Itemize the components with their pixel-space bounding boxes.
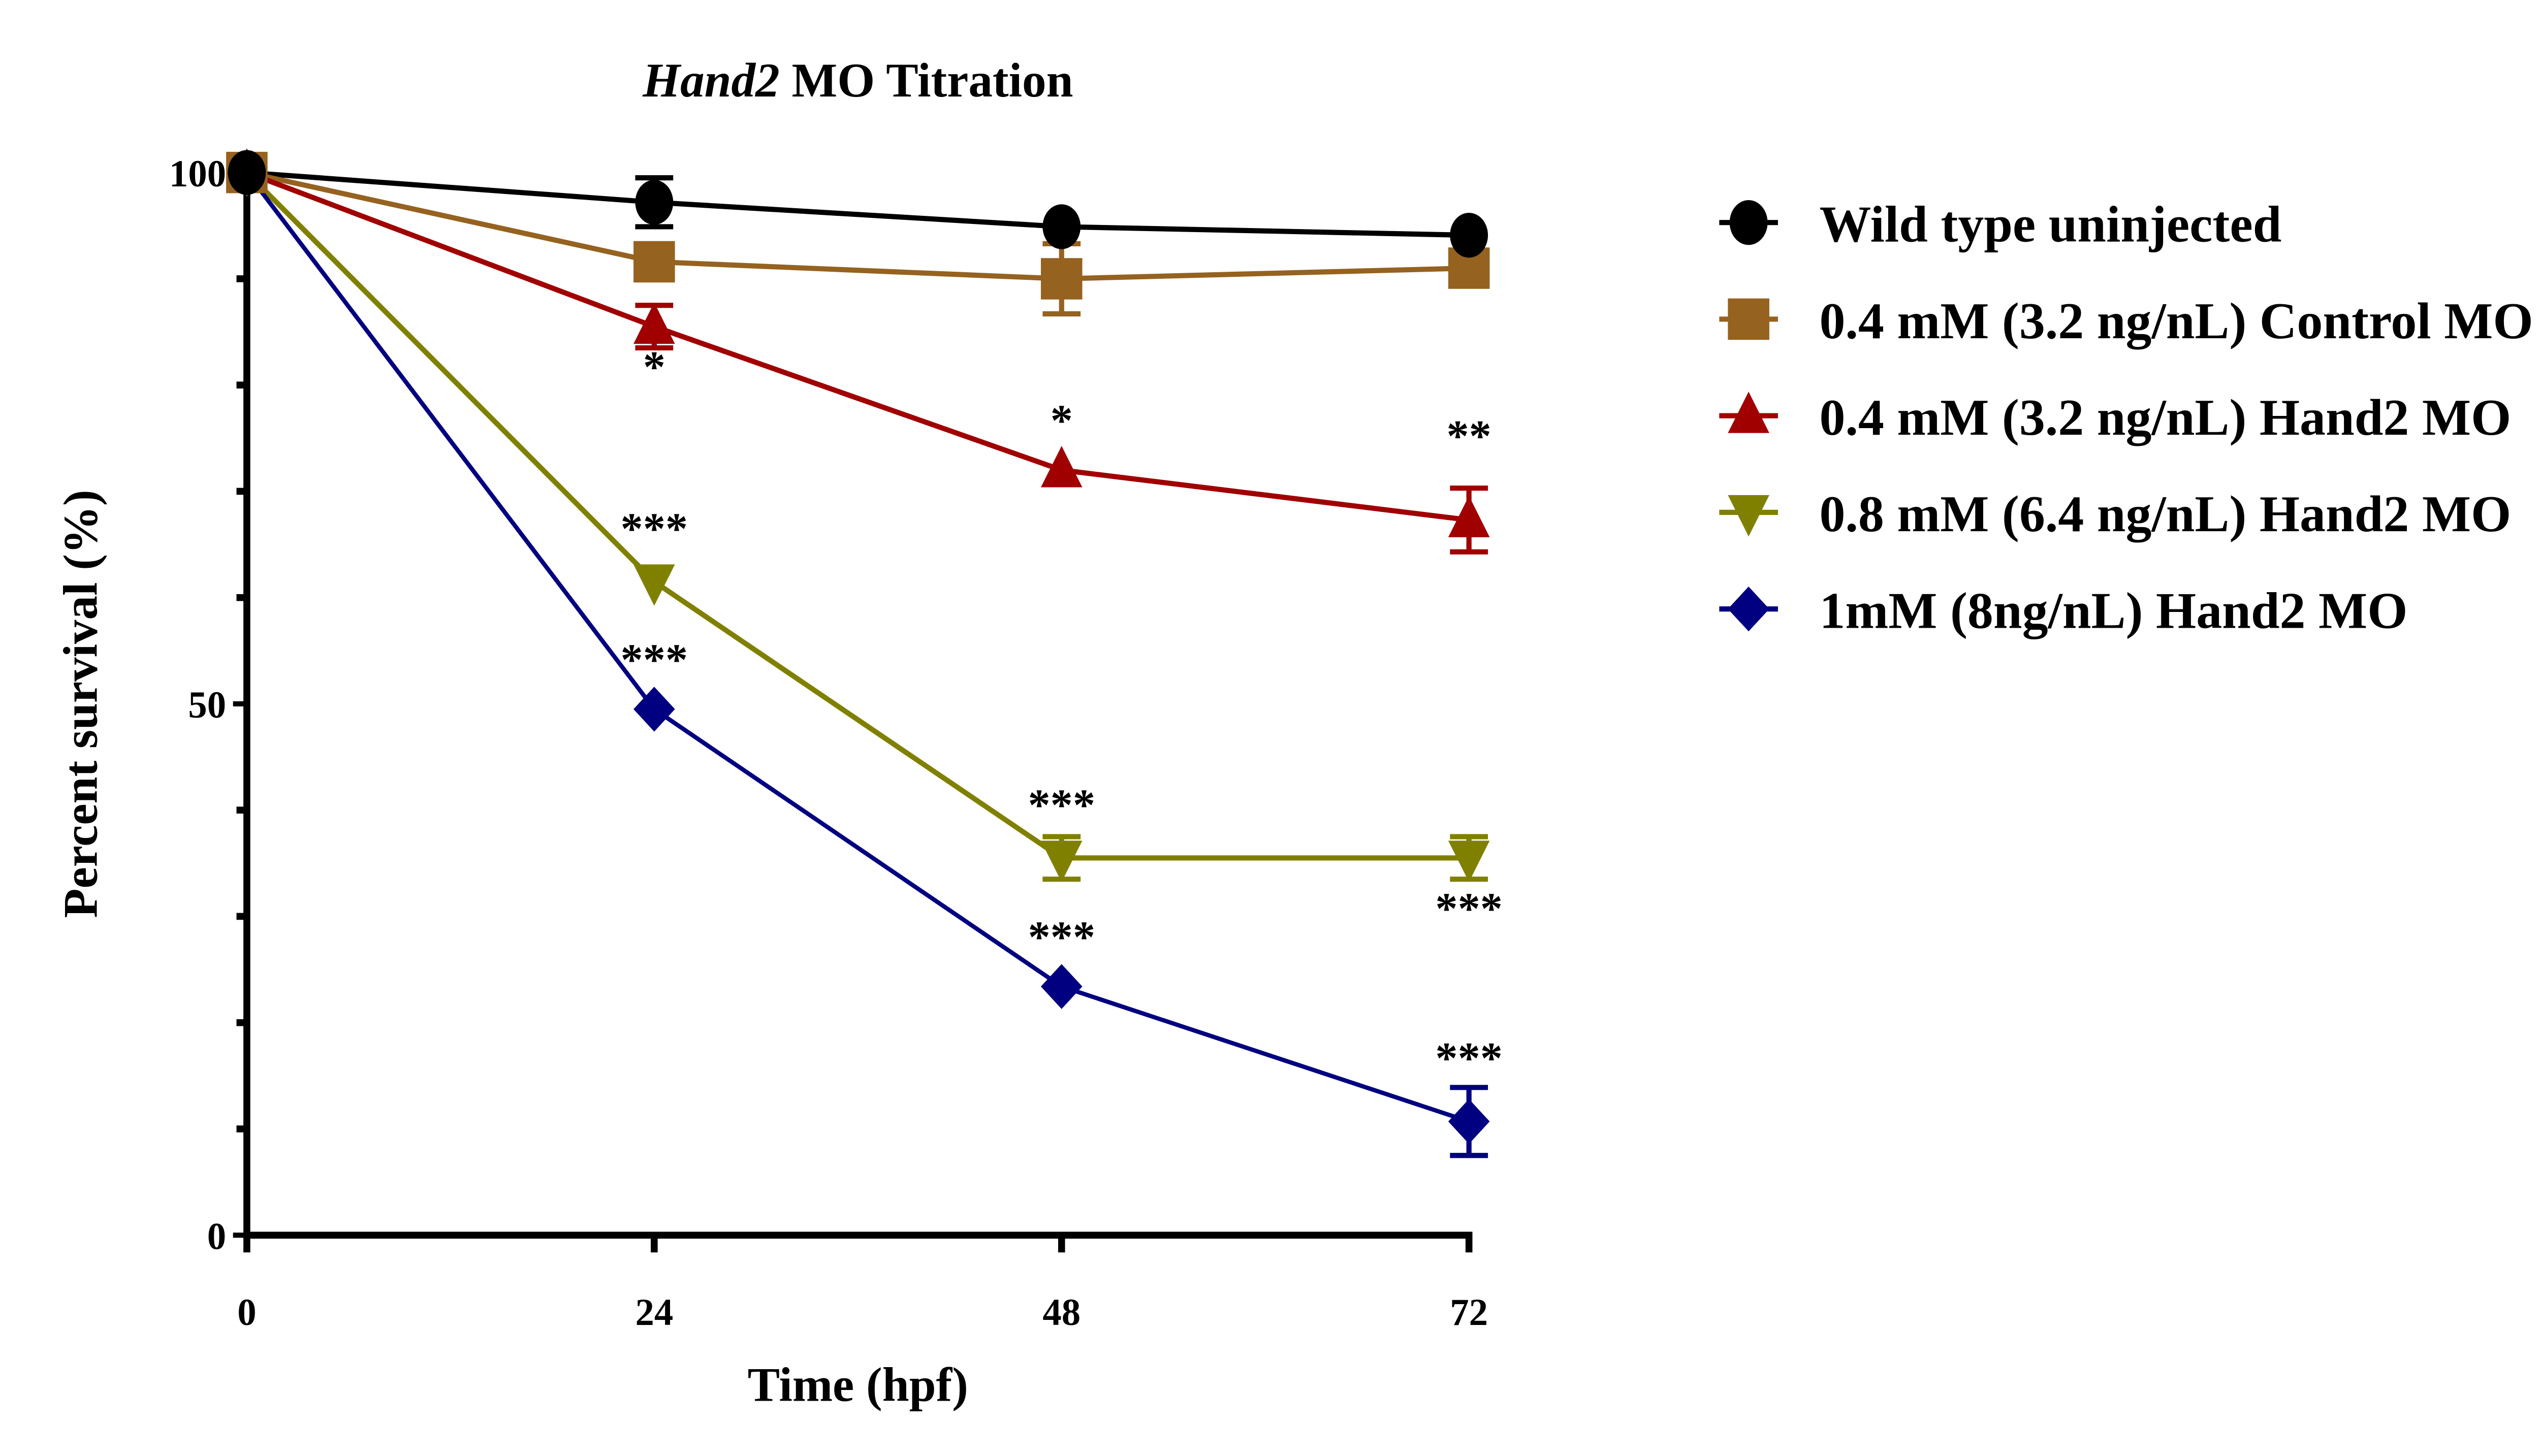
data-point [1040, 446, 1083, 488]
legend-marker-square-icon [1728, 298, 1769, 340]
y-axis-title: Percent survival (%) [53, 490, 107, 918]
data-point [1040, 258, 1083, 300]
x-tick-label: 72 [1450, 1291, 1488, 1334]
x-tick-label: 48 [1042, 1291, 1081, 1334]
series-line [245, 171, 1470, 1124]
legend-label: 1mM (8ng/nL) Hand2 MO [1819, 582, 2407, 639]
legend-marker-triangle-up-icon [1728, 392, 1769, 433]
legend-item: Wild type uninjected [1719, 196, 2281, 253]
series-line [246, 170, 1470, 523]
legend-label: 0.8 mM (6.4 ng/nL) Hand2 MO [1819, 486, 2511, 543]
y-axis-ticks: 0 50 100 [169, 153, 247, 1257]
significance-label: *** [1435, 884, 1503, 933]
series-markers-0 [228, 150, 1488, 258]
series-layer [226, 148, 1490, 1158]
data-point [633, 241, 675, 283]
y-tick-label: 50 [188, 684, 226, 726]
data-point [1450, 212, 1488, 258]
data-point [635, 180, 674, 225]
series-4 [245, 171, 1488, 1158]
series-markers-1 [226, 151, 1490, 300]
legend-label: Wild type uninjected [1819, 196, 2281, 253]
legend-item: 1mM (8ng/nL) Hand2 MO [1719, 582, 2407, 639]
data-point [1448, 1099, 1490, 1144]
series-0 [246, 170, 1469, 238]
data-point [1042, 204, 1081, 249]
series-3 [245, 171, 1488, 882]
legend-marker-circle-icon [1729, 200, 1768, 245]
chart-title-italic: Hand2 [642, 53, 780, 107]
significance-label: * [1051, 396, 1073, 446]
significance-label: *** [621, 504, 688, 554]
legend-item: 0.4 mM (3.2 ng/nL) Hand2 MO [1719, 389, 2511, 446]
significance-label: *** [1435, 1033, 1503, 1083]
significance-label: * [643, 342, 665, 392]
data-point [228, 150, 266, 195]
series-line [246, 170, 1469, 238]
significance-label: *** [621, 635, 688, 685]
legend-marker-triangle-down-icon [1728, 495, 1769, 537]
legend-item: 0.4 mM (3.2 ng/nL) Control MO [1719, 293, 2533, 350]
data-point [633, 302, 675, 344]
y-tick-label: 100 [169, 153, 226, 195]
series-line [246, 170, 1469, 282]
x-tick-label: 0 [237, 1291, 256, 1334]
series-markers-3 [226, 155, 1490, 882]
chart-title-rest: MO Titration [780, 53, 1073, 107]
legend-marker-diamond-icon [1728, 586, 1769, 632]
data-point [1040, 964, 1083, 1009]
data-point [1448, 840, 1490, 882]
x-axis-title: Time (hpf) [748, 1357, 968, 1411]
legend-label: 0.4 mM (3.2 ng/nL) Control MO [1819, 293, 2533, 350]
chart-title: Hand2 MO Titration [642, 53, 1073, 107]
significance-label: ** [1446, 411, 1491, 461]
y-tick-label: 0 [207, 1215, 226, 1257]
series-line [245, 171, 1469, 861]
x-axis-ticks: 0 24 48 72 [237, 1235, 1488, 1334]
series-markers-4 [226, 150, 1490, 1144]
legend-item: 0.8 mM (6.4 ng/nL) Hand2 MO [1719, 486, 2511, 543]
significance-layer: ** ******************** [621, 342, 1503, 1083]
data-point [1040, 840, 1083, 882]
data-point [633, 564, 675, 606]
legend-label: 0.4 mM (3.2 ng/nL) Hand2 MO [1819, 389, 2511, 446]
x-tick-label: 24 [635, 1291, 673, 1334]
significance-label: *** [1028, 781, 1095, 830]
data-point [1448, 496, 1490, 537]
axes [243, 166, 1473, 1239]
legend: Wild type uninjected 0.4 mM (3.2 ng/nL) C… [1719, 196, 2533, 639]
significance-label: *** [1028, 913, 1095, 962]
